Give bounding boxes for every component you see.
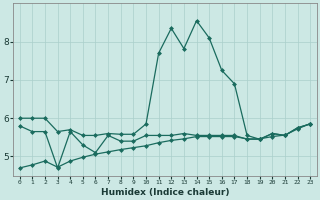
X-axis label: Humidex (Indice chaleur): Humidex (Indice chaleur) [101, 188, 229, 197]
